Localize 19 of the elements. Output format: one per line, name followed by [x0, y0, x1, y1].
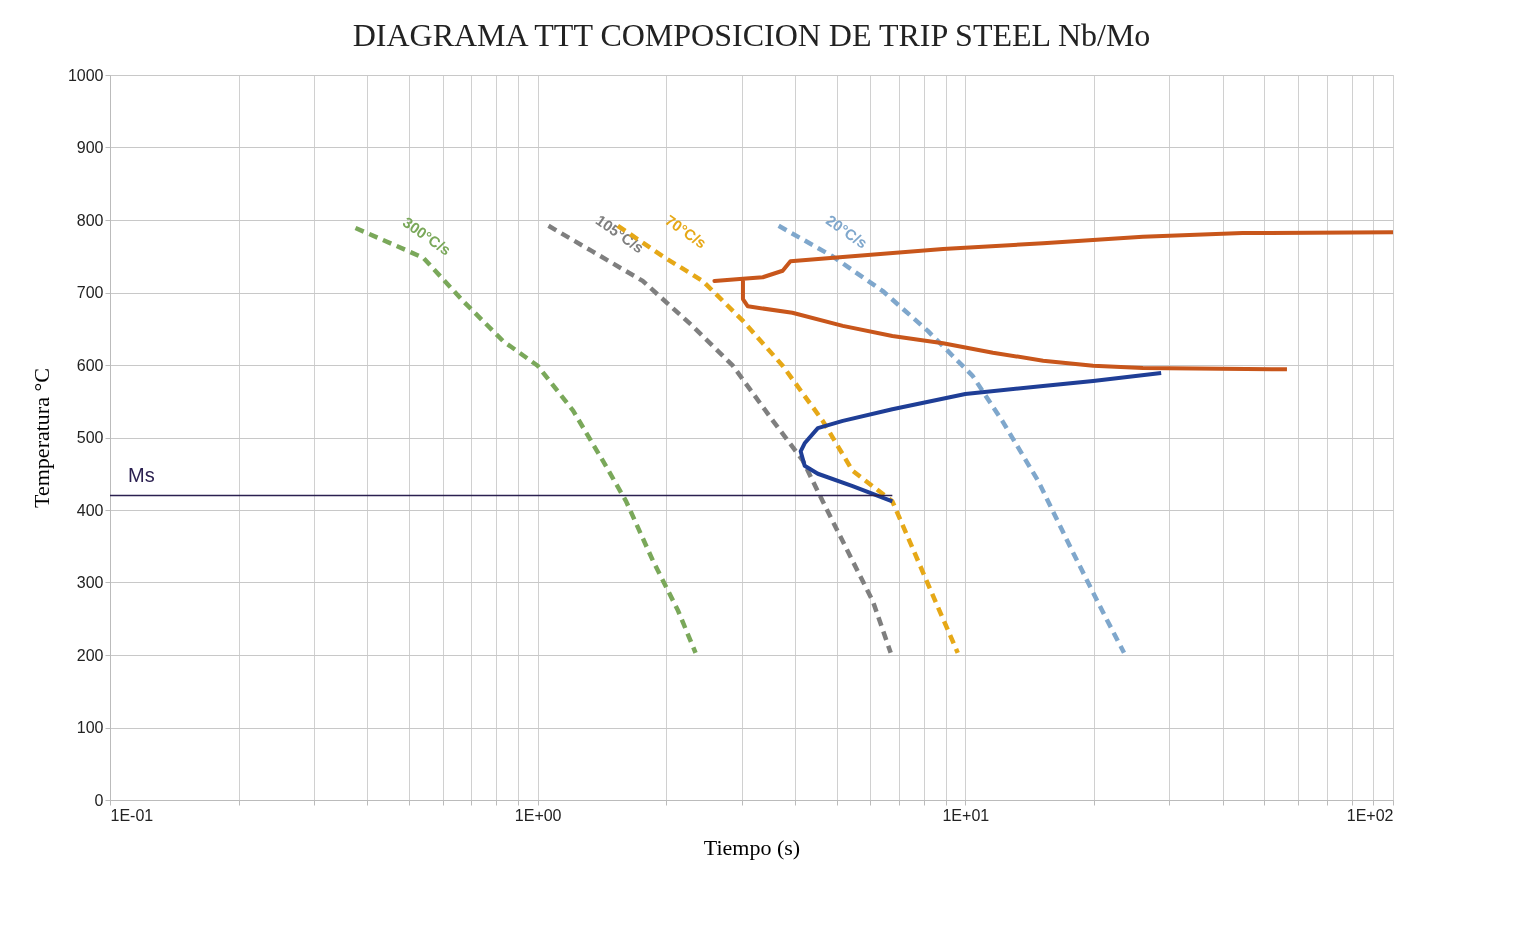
y-tick-label: 600: [76, 356, 104, 374]
x-tick-label: 1E-01: [110, 806, 154, 824]
y-tick-label: 400: [76, 501, 104, 519]
y-tick-label: 700: [76, 284, 104, 301]
y-tick-label: 0: [94, 791, 104, 809]
y-tick-label: 100: [76, 719, 104, 736]
y-tick-label: 1000: [67, 66, 104, 84]
series-label: Ms: [128, 463, 155, 486]
x-tick-label: 1E+00: [514, 806, 562, 824]
y-tick-label: 200: [76, 646, 104, 664]
chart-title: DIAGRAMA TTT COMPOSICION DE TRIP STEEL Nb/Mo: [352, 17, 1151, 53]
y-tick-label: 300: [76, 574, 104, 591]
y-tick-label: 500: [76, 429, 104, 446]
y-axis-title: Temperatura °C: [28, 368, 54, 508]
y-tick-label: 800: [76, 211, 104, 229]
y-tick-label: 900: [76, 139, 104, 156]
x-axis-title: Tiempo (s): [703, 834, 801, 860]
x-tick-label: 1E+02: [1346, 806, 1394, 824]
x-tick-label: 1E+01: [942, 806, 990, 824]
